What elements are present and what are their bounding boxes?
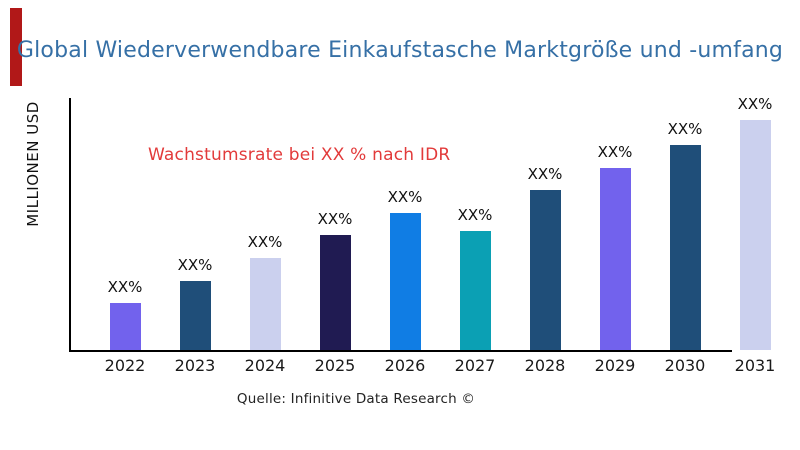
bar-value-label-2022: XX%	[107, 278, 143, 296]
bar-2025	[319, 235, 351, 350]
x-tick-label-2028: 2028	[524, 356, 566, 375]
bar-2022	[109, 303, 141, 350]
bar-2024	[249, 258, 281, 350]
bar-2027	[459, 231, 491, 350]
x-tick-label-2031: 2031	[734, 356, 776, 375]
bar-value-label-2024: XX%	[247, 233, 283, 251]
bar-value-label-2029: XX%	[597, 143, 633, 161]
x-tick-label-2024: 2024	[244, 356, 286, 375]
growth-rate-annotation: Wachstumsrate bei XX % nach IDR	[148, 145, 451, 165]
x-tick-label-2025: 2025	[314, 356, 356, 375]
bar-2028	[529, 190, 561, 350]
red-accent-bar	[10, 8, 22, 86]
bar-value-label-2026: XX%	[387, 188, 423, 206]
bar-2023	[179, 281, 211, 350]
x-tick-label-2030: 2030	[664, 356, 706, 375]
bar-value-label-2030: XX%	[667, 120, 703, 138]
x-tick-label-2023: 2023	[174, 356, 216, 375]
bar-value-label-2027: XX%	[457, 206, 493, 224]
bar-2029	[599, 168, 631, 350]
bar-value-label-2023: XX%	[177, 256, 213, 274]
x-axis-line	[69, 350, 732, 352]
y-axis-line	[69, 98, 71, 351]
bar-value-label-2028: XX%	[527, 165, 563, 183]
y-axis-label: MILLIONEN USD	[24, 101, 42, 227]
bar-value-label-2025: XX%	[317, 210, 353, 228]
bar-2026	[389, 213, 421, 350]
x-tick-label-2022: 2022	[104, 356, 146, 375]
source-credit: Quelle: Infinitive Data Research ©	[236, 391, 476, 407]
chart-title: Global Wiederverwendbare Einkaufstasche …	[16, 38, 784, 63]
x-tick-label-2027: 2027	[454, 356, 496, 375]
x-tick-label-2029: 2029	[594, 356, 636, 375]
bar-value-label-2031: XX%	[737, 95, 773, 113]
x-tick-label-2026: 2026	[384, 356, 426, 375]
bar-2030	[669, 145, 701, 350]
bar-2031	[739, 120, 771, 350]
